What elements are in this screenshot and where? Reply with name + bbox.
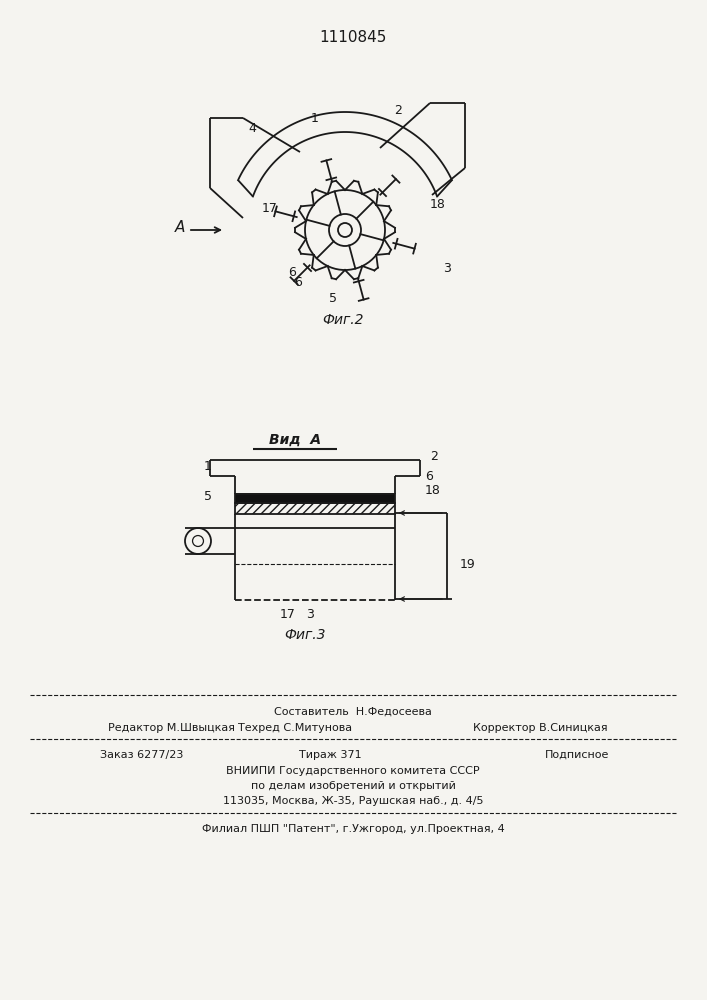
Text: Редактор М.Швыцкая: Редактор М.Швыцкая xyxy=(108,723,235,733)
Circle shape xyxy=(338,223,352,237)
Bar xyxy=(235,503,395,514)
Text: Заказ 6277/23: Заказ 6277/23 xyxy=(100,750,183,760)
Text: 17: 17 xyxy=(262,202,278,215)
Text: Подписное: Подписное xyxy=(545,750,609,760)
Text: 18: 18 xyxy=(425,484,441,496)
Text: Филиал ПШП "Патент", г.Ужгород, ул.Проектная, 4: Филиал ПШП "Патент", г.Ужгород, ул.Проек… xyxy=(201,824,504,834)
Text: Корректор В.Синицкая: Корректор В.Синицкая xyxy=(473,723,607,733)
Circle shape xyxy=(329,214,361,246)
Text: 4: 4 xyxy=(248,121,256,134)
Text: 2: 2 xyxy=(394,104,402,116)
Text: Составитель  Н.Федосеева: Составитель Н.Федосеева xyxy=(274,707,432,717)
Text: Фиг.3: Фиг.3 xyxy=(284,628,326,642)
Text: 19: 19 xyxy=(460,558,476,572)
Text: 2: 2 xyxy=(430,450,438,462)
Text: 6: 6 xyxy=(425,470,433,483)
Text: 17: 17 xyxy=(280,608,296,621)
Text: 3: 3 xyxy=(306,608,314,621)
Text: 3: 3 xyxy=(443,261,451,274)
Text: 1110845: 1110845 xyxy=(320,30,387,45)
Text: по делам изобретений и открытий: по делам изобретений и открытий xyxy=(250,781,455,791)
Text: Техред С.Митунова: Техред С.Митунова xyxy=(238,723,352,733)
Circle shape xyxy=(185,528,211,554)
Text: 1: 1 xyxy=(204,460,212,473)
Text: Фиг.2: Фиг.2 xyxy=(322,313,363,327)
Text: 1: 1 xyxy=(311,111,319,124)
Bar xyxy=(235,494,395,503)
Text: 5: 5 xyxy=(204,490,212,504)
Text: 113035, Москва, Ж-35, Раушская наб., д. 4/5: 113035, Москва, Ж-35, Раушская наб., д. … xyxy=(223,796,484,806)
Text: Тираж 371: Тираж 371 xyxy=(298,750,361,760)
Text: 18: 18 xyxy=(430,198,446,212)
Text: 6: 6 xyxy=(294,276,302,290)
Text: 5: 5 xyxy=(329,292,337,304)
Text: А: А xyxy=(175,221,185,235)
Text: Вид  А: Вид А xyxy=(269,433,321,447)
Text: 6: 6 xyxy=(288,265,296,278)
Text: ВНИИПИ Государственного комитета СССР: ВНИИПИ Государственного комитета СССР xyxy=(226,766,480,776)
